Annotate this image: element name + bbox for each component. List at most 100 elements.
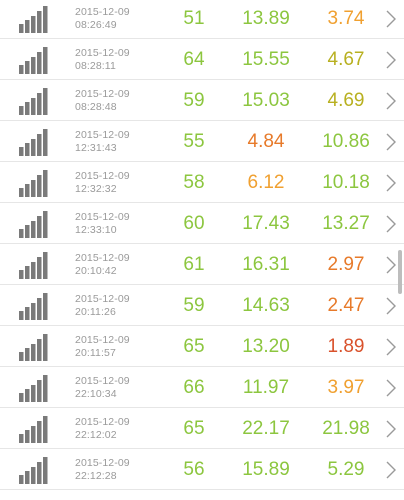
timestamp: 2015-12-09 20:10:42 xyxy=(75,252,130,278)
chevron-right-icon[interactable] xyxy=(385,337,397,357)
signal-strength-icon xyxy=(19,334,53,361)
signal-strength-icon xyxy=(19,47,53,74)
chevron-right-icon[interactable] xyxy=(385,9,397,29)
history-row[interactable]: 2015-12-09 20:10:42 61 16.31 2.97 xyxy=(0,244,404,285)
test-time: 12:32:32 xyxy=(75,183,117,195)
chevron-right-icon[interactable] xyxy=(385,91,397,111)
test-time: 22:12:28 xyxy=(75,470,117,482)
download-value: 4.84 xyxy=(247,131,285,152)
upload-value: 4.67 xyxy=(327,49,365,70)
timestamp: 2015-12-09 22:12:28 xyxy=(75,457,130,483)
history-row[interactable]: 2015-12-09 22:10:34 66 11.97 3.97 xyxy=(0,367,404,408)
timestamp: 2015-12-09 20:11:57 xyxy=(75,334,130,360)
ping-value: 65 xyxy=(183,336,205,357)
history-row[interactable]: 2015-12-09 12:32:32 58 6.12 10.18 xyxy=(0,162,404,203)
chevron-right-icon[interactable] xyxy=(385,419,397,439)
test-date: 2015-12-09 xyxy=(75,375,130,387)
timestamp: 2015-12-09 08:28:11 xyxy=(75,47,130,73)
upload-value: 10.86 xyxy=(322,131,370,152)
download-value: 15.89 xyxy=(242,459,290,480)
test-date: 2015-12-09 xyxy=(75,170,130,182)
ping-value: 65 xyxy=(183,418,205,439)
test-date: 2015-12-09 xyxy=(75,129,130,141)
upload-value: 21.98 xyxy=(322,418,370,439)
chevron-right-icon[interactable] xyxy=(385,50,397,70)
download-value: 22.17 xyxy=(242,418,290,439)
upload-value: 2.97 xyxy=(327,254,365,275)
history-row[interactable]: 2015-12-09 20:11:26 59 14.63 2.47 xyxy=(0,285,404,326)
timestamp: 2015-12-09 12:33:10 xyxy=(75,211,130,237)
history-row[interactable]: 2015-12-09 20:11:57 65 13.20 1.89 xyxy=(0,326,404,367)
upload-value: 1.89 xyxy=(327,336,365,357)
history-row[interactable]: 2015-12-09 22:12:28 56 15.89 5.29 xyxy=(0,449,404,490)
upload-value: 13.27 xyxy=(322,213,370,234)
test-date: 2015-12-09 xyxy=(75,457,130,469)
history-row[interactable]: 2015-12-09 22:12:02 65 22.17 21.98 xyxy=(0,408,404,449)
test-date: 2015-12-09 xyxy=(75,6,130,18)
chevron-right-icon[interactable] xyxy=(385,296,397,316)
upload-value: 2.47 xyxy=(327,295,365,316)
ping-value: 61 xyxy=(183,254,205,275)
ping-value: 56 xyxy=(183,459,205,480)
chevron-right-icon[interactable] xyxy=(385,173,397,193)
test-time: 08:26:49 xyxy=(75,19,117,31)
ping-value: 59 xyxy=(183,90,205,111)
upload-value: 3.74 xyxy=(327,8,365,29)
chevron-right-icon[interactable] xyxy=(385,378,397,398)
test-date: 2015-12-09 xyxy=(75,252,130,264)
signal-strength-icon xyxy=(19,416,53,443)
download-value: 11.97 xyxy=(242,377,290,398)
test-time: 08:28:48 xyxy=(75,101,117,113)
signal-strength-icon xyxy=(19,6,53,33)
ping-value: 55 xyxy=(183,131,205,152)
download-value: 15.55 xyxy=(242,49,290,70)
test-time: 20:10:42 xyxy=(75,265,117,277)
ping-value: 51 xyxy=(183,8,205,29)
download-value: 16.31 xyxy=(242,254,290,275)
signal-strength-icon xyxy=(19,170,53,197)
ping-value: 59 xyxy=(183,295,205,316)
ping-value: 60 xyxy=(183,213,205,234)
test-date: 2015-12-09 xyxy=(75,88,130,100)
signal-strength-icon xyxy=(19,88,53,115)
timestamp: 2015-12-09 08:26:49 xyxy=(75,6,130,32)
signal-strength-icon xyxy=(19,457,53,484)
history-row[interactable]: 2015-12-09 12:33:10 60 17.43 13.27 xyxy=(0,203,404,244)
test-time: 08:28:11 xyxy=(75,60,116,72)
upload-value: 4.69 xyxy=(327,90,365,111)
signal-strength-icon xyxy=(19,252,53,279)
upload-value: 10.18 xyxy=(322,172,370,193)
test-time: 12:31:43 xyxy=(75,142,117,154)
timestamp: 2015-12-09 12:31:43 xyxy=(75,129,130,155)
history-row[interactable]: 2015-12-09 08:28:11 64 15.55 4.67 xyxy=(0,39,404,80)
test-time: 12:33:10 xyxy=(75,224,117,236)
timestamp: 2015-12-09 20:11:26 xyxy=(75,293,130,319)
timestamp: 2015-12-09 12:32:32 xyxy=(75,170,130,196)
chevron-right-icon[interactable] xyxy=(385,255,397,275)
scrollbar-thumb[interactable] xyxy=(398,250,402,294)
signal-strength-icon xyxy=(19,211,53,238)
test-time: 22:12:02 xyxy=(75,429,117,441)
ping-value: 64 xyxy=(183,49,205,70)
signal-strength-icon xyxy=(19,293,53,320)
timestamp: 2015-12-09 22:12:02 xyxy=(75,416,130,442)
chevron-right-icon[interactable] xyxy=(385,214,397,234)
history-row[interactable]: 2015-12-09 08:28:48 59 15.03 4.69 xyxy=(0,80,404,121)
download-value: 15.03 xyxy=(242,90,290,111)
signal-strength-icon xyxy=(19,375,53,402)
test-date: 2015-12-09 xyxy=(75,334,130,346)
download-value: 6.12 xyxy=(247,172,285,193)
signal-strength-icon xyxy=(19,129,53,156)
timestamp: 2015-12-09 22:10:34 xyxy=(75,375,130,401)
chevron-right-icon[interactable] xyxy=(385,132,397,152)
download-value: 14.63 xyxy=(242,295,290,316)
timestamp: 2015-12-09 08:28:48 xyxy=(75,88,130,114)
history-row[interactable]: 2015-12-09 12:31:43 55 4.84 10.86 xyxy=(0,121,404,162)
ping-value: 58 xyxy=(183,172,205,193)
test-date: 2015-12-09 xyxy=(75,211,130,223)
download-value: 17.43 xyxy=(242,213,290,234)
test-time: 22:10:34 xyxy=(75,388,117,400)
history-row[interactable]: 2015-12-09 08:26:49 51 13.89 3.74 xyxy=(0,0,404,39)
chevron-right-icon[interactable] xyxy=(385,460,397,480)
